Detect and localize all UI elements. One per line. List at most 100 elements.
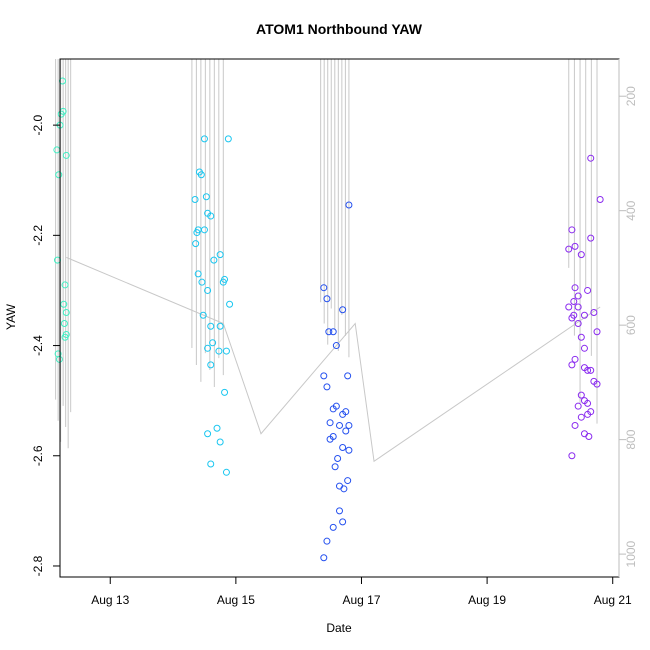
data-point: [216, 322, 224, 330]
data-point: [344, 372, 352, 380]
data-point: [192, 240, 200, 248]
data-point: [342, 408, 350, 416]
data-point: [571, 355, 579, 363]
data-point: [339, 306, 347, 314]
data-point: [213, 424, 221, 432]
x-axis: Aug 13 Aug 15 Aug 17 Aug 19 Aug 21: [91, 577, 632, 607]
data-point: [342, 427, 350, 435]
y-tick-label: -2.8: [31, 555, 45, 576]
y-tick-label: -2.4: [31, 335, 45, 356]
data-point: [565, 245, 573, 253]
data-points: [53, 77, 604, 562]
data-point: [200, 226, 208, 234]
data-point: [198, 278, 206, 286]
data-point: [60, 300, 68, 308]
data-point: [574, 402, 582, 410]
data-point: [593, 380, 601, 388]
data-point: [584, 410, 592, 418]
data-point: [202, 193, 210, 201]
data-point: [580, 311, 588, 319]
data-point: [334, 455, 342, 463]
data-point: [323, 537, 331, 545]
data-point: [580, 344, 588, 352]
data-point: [221, 388, 229, 396]
data-point: [224, 135, 232, 143]
data-point: [204, 344, 212, 352]
data-point: [325, 328, 333, 336]
data-point: [571, 284, 579, 292]
data-point: [584, 399, 592, 407]
data-point: [221, 275, 229, 283]
data-point: [585, 432, 593, 440]
data-point: [62, 151, 70, 159]
data-point: [336, 507, 343, 515]
data-point: [568, 361, 576, 369]
chart-title: ATOM1 Northbound YAW: [256, 21, 423, 37]
data-point: [209, 339, 217, 347]
x-axis-label: Date: [326, 621, 352, 635]
data-point: [345, 421, 353, 429]
data-point: [326, 435, 334, 443]
data-point: [207, 460, 215, 468]
y-tick-label: -2.0: [31, 114, 45, 135]
data-point: [329, 328, 337, 336]
data-point: [565, 303, 573, 311]
data-point: [574, 303, 582, 311]
data-point: [61, 333, 69, 341]
data-point: [200, 135, 208, 143]
data-point: [568, 452, 576, 460]
data-point: [62, 308, 70, 316]
data-point: [55, 355, 63, 363]
x-tick-label: Aug 13: [91, 593, 129, 607]
y-axis: -2.8 -2.6 -2.4 -2.2 -2.0: [31, 114, 60, 576]
data-point: [577, 391, 585, 399]
x-tick-label: Aug 17: [342, 593, 380, 607]
secondary-y-axis: 200 400 600 800 1000: [618, 59, 638, 577]
spike-lines: [55, 59, 598, 449]
data-point: [204, 430, 212, 438]
data-point: [191, 196, 199, 204]
data-point: [340, 485, 348, 493]
data-point: [590, 308, 598, 316]
data-point: [339, 518, 347, 526]
data-point: [577, 251, 585, 259]
connector-line: [66, 256, 601, 463]
data-point: [332, 402, 340, 410]
data-point: [577, 333, 585, 341]
secondary-tick-label: 1000: [624, 540, 638, 567]
data-point: [55, 171, 63, 179]
data-point: [587, 234, 595, 242]
data-point: [587, 154, 595, 162]
secondary-tick-label: 600: [624, 315, 638, 335]
data-point: [345, 446, 353, 454]
data-point: [207, 361, 215, 369]
data-point: [326, 419, 334, 427]
x-tick-label: Aug 15: [217, 593, 255, 607]
data-point: [574, 320, 582, 328]
data-point: [323, 383, 331, 391]
y-tick-label: -2.6: [31, 445, 45, 466]
data-point: [210, 256, 218, 264]
data-point: [320, 554, 328, 562]
data-point: [339, 444, 347, 451]
data-point: [222, 468, 230, 476]
x-tick-label: Aug 21: [594, 593, 632, 607]
data-point: [331, 463, 339, 471]
data-point: [584, 286, 592, 294]
data-point: [577, 413, 585, 421]
data-point: [216, 438, 224, 446]
data-point: [344, 477, 352, 485]
data-point: [587, 366, 595, 374]
data-point: [215, 347, 223, 355]
data-point: [320, 372, 328, 380]
data-point: [216, 251, 224, 259]
y-axis-label: YAW: [4, 303, 18, 330]
y-tick-label: -2.2: [31, 225, 45, 246]
data-point: [320, 284, 328, 292]
secondary-tick-label: 800: [624, 429, 638, 449]
data-point: [596, 196, 604, 204]
data-point: [204, 286, 212, 294]
data-point: [60, 320, 68, 328]
data-point: [571, 421, 579, 429]
